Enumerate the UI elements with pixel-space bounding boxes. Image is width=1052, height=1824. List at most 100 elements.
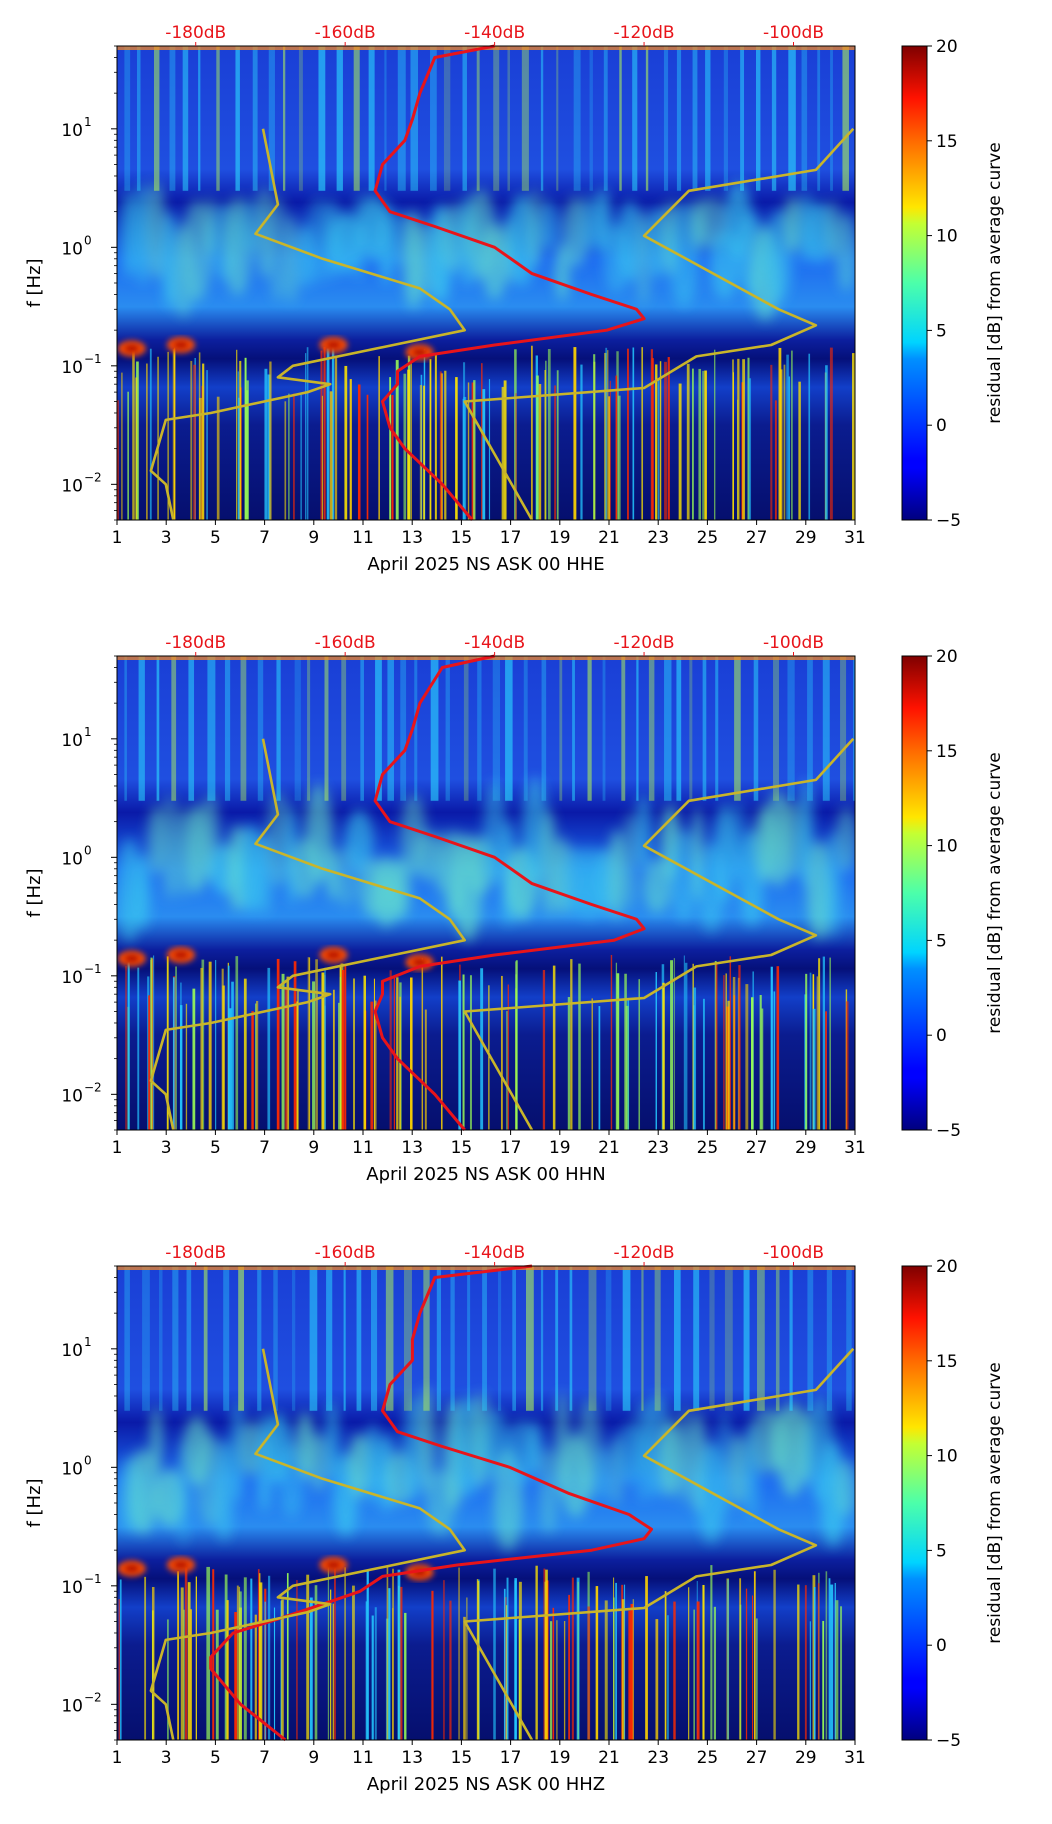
y-axis-label: f [Hz] xyxy=(24,1478,45,1527)
x-tick-label: 31 xyxy=(844,1748,866,1768)
colorbar-tick-label: 0 xyxy=(936,416,947,436)
x-tick-label: 5 xyxy=(210,1138,221,1158)
low-frequency-spikes xyxy=(117,345,855,520)
x-tick-label: 13 xyxy=(401,1748,423,1768)
spectrogram xyxy=(117,1266,855,1740)
x-tick-label: 19 xyxy=(549,1748,571,1768)
colorbar-tick-label: 10 xyxy=(936,1447,958,1467)
x-tick-label: 23 xyxy=(647,528,669,548)
y-tick-label: 10 xyxy=(61,968,83,988)
top-tick-label: -160dB xyxy=(315,23,376,43)
microseism-plumes xyxy=(117,1386,855,1552)
y-tick-label: 10 xyxy=(61,239,83,259)
top-tick-label: -100dB xyxy=(763,633,824,653)
microseism-plumes xyxy=(117,776,855,943)
y-tick-exponent: 1 xyxy=(84,1335,92,1349)
y-tick-exponent: 1 xyxy=(84,115,92,129)
x-tick-label: 31 xyxy=(844,528,866,548)
colorbar-tick-label: −5 xyxy=(936,1731,961,1751)
colorbar xyxy=(901,1265,928,1741)
top-tick-label: -120dB xyxy=(614,1243,675,1263)
y-tick-label: 10 xyxy=(61,1696,83,1716)
x-tick-label: 17 xyxy=(500,1138,522,1158)
x-tick-label: 25 xyxy=(697,1138,719,1158)
x-tick-label: 1 xyxy=(112,1748,123,1768)
x-tick-label: 15 xyxy=(451,528,473,548)
curve-0 xyxy=(373,44,646,521)
low-frequency-spikes xyxy=(125,954,849,1130)
x-tick-label: 23 xyxy=(647,1748,669,1768)
hot-spots xyxy=(117,336,434,361)
x-tick-label: 3 xyxy=(161,528,172,548)
y-tick-exponent: 0 xyxy=(84,1453,92,1467)
x-tick-label: 29 xyxy=(795,1748,817,1768)
x-tick-label: 11 xyxy=(352,1138,374,1158)
panel-hhn: 1 3 5 7 9 11 13 15 17 19 21 23 25 27 29 31 April 2025 NS… xyxy=(0,610,1052,1210)
colorbar-tick-label: 20 xyxy=(936,647,958,667)
curve-1 xyxy=(149,1348,467,1741)
x-axis-label: April 2025 NS ASK 00 HHN xyxy=(366,1164,605,1185)
x-tick-label: 21 xyxy=(598,528,620,548)
top-tick-label: -120dB xyxy=(614,633,675,653)
colorbar-tick-label: −5 xyxy=(936,511,961,531)
y-tick-label: 10 xyxy=(61,121,83,141)
y-tick-exponent: 0 xyxy=(84,233,92,247)
y-tick-exponent: −1 xyxy=(84,1572,102,1586)
top-tick-label: -160dB xyxy=(315,1243,376,1263)
colorbar-tick-label: 0 xyxy=(936,1636,947,1656)
x-tick-label: 21 xyxy=(598,1748,620,1768)
curve-2 xyxy=(463,1347,855,1741)
y-tick-label: 10 xyxy=(61,731,83,751)
colorbar xyxy=(901,655,928,1131)
y-tick-label: 10 xyxy=(61,358,83,378)
panel-hhz: 1 3 5 7 9 11 13 15 17 19 21 23 25 27 29 31 April 2025 NS… xyxy=(0,1220,1052,1820)
microseism-plumes xyxy=(120,181,855,321)
y-tick-label: 10 xyxy=(61,1578,83,1598)
curve-1 xyxy=(149,738,467,1131)
colorbar-label: residual [dB] from average curve xyxy=(985,1362,1005,1643)
colorbar-tick-label: 5 xyxy=(936,321,947,341)
top-tick-label: -180dB xyxy=(165,1243,226,1263)
colorbar-tick-label: 20 xyxy=(936,37,958,57)
daily-streaks xyxy=(124,656,855,801)
x-tick-label: 1 xyxy=(112,1138,123,1158)
x-tick-label: 1 xyxy=(112,528,123,548)
y-tick-label: 10 xyxy=(61,849,83,869)
y-tick-exponent: −2 xyxy=(84,1690,102,1704)
colorbar-tick-label: 15 xyxy=(936,132,958,152)
x-tick-label: 29 xyxy=(795,1138,817,1158)
colorbar-tick-label: 5 xyxy=(936,1541,947,1561)
x-tick-label: 5 xyxy=(210,528,221,548)
top-tick-label: -120dB xyxy=(614,23,675,43)
x-tick-label: 7 xyxy=(259,1138,270,1158)
x-axis-label: April 2025 NS ASK 00 HHE xyxy=(367,554,604,575)
x-tick-label: 29 xyxy=(795,528,817,548)
y-tick-label: 10 xyxy=(61,1086,83,1106)
x-tick-label: 9 xyxy=(308,1138,319,1158)
y-axis-label: f [Hz] xyxy=(24,868,45,917)
x-tick-label: 13 xyxy=(401,1138,423,1158)
top-tick-label: -100dB xyxy=(763,1243,824,1263)
curve-2 xyxy=(463,127,855,521)
panel-hhe: 1 3 5 7 9 11 13 15 17 19 21 23 25 27 29 31 April 2025 NS… xyxy=(0,0,1052,600)
y-tick-exponent: −2 xyxy=(84,1080,102,1094)
y-axis-label: f [Hz] xyxy=(24,258,45,307)
colorbar-tick-label: 15 xyxy=(936,1352,958,1372)
top-tick-label: -100dB xyxy=(763,23,824,43)
x-axis-label: April 2025 NS ASK 00 HHZ xyxy=(367,1774,605,1795)
y-tick-exponent: −1 xyxy=(84,962,102,976)
curve-2 xyxy=(463,737,855,1131)
x-tick-label: 7 xyxy=(259,528,270,548)
x-tick-label: 17 xyxy=(500,1748,522,1768)
x-tick-label: 7 xyxy=(259,1748,270,1768)
colorbar-tick-label: 10 xyxy=(936,227,958,247)
colorbar-tick-label: 20 xyxy=(936,1257,958,1277)
top-tick-label: -140dB xyxy=(464,1243,525,1263)
x-tick-label: 27 xyxy=(746,528,768,548)
x-tick-label: 9 xyxy=(308,528,319,548)
x-tick-label: 11 xyxy=(352,528,374,548)
x-tick-label: 13 xyxy=(401,528,423,548)
x-tick-label: 15 xyxy=(451,1138,473,1158)
